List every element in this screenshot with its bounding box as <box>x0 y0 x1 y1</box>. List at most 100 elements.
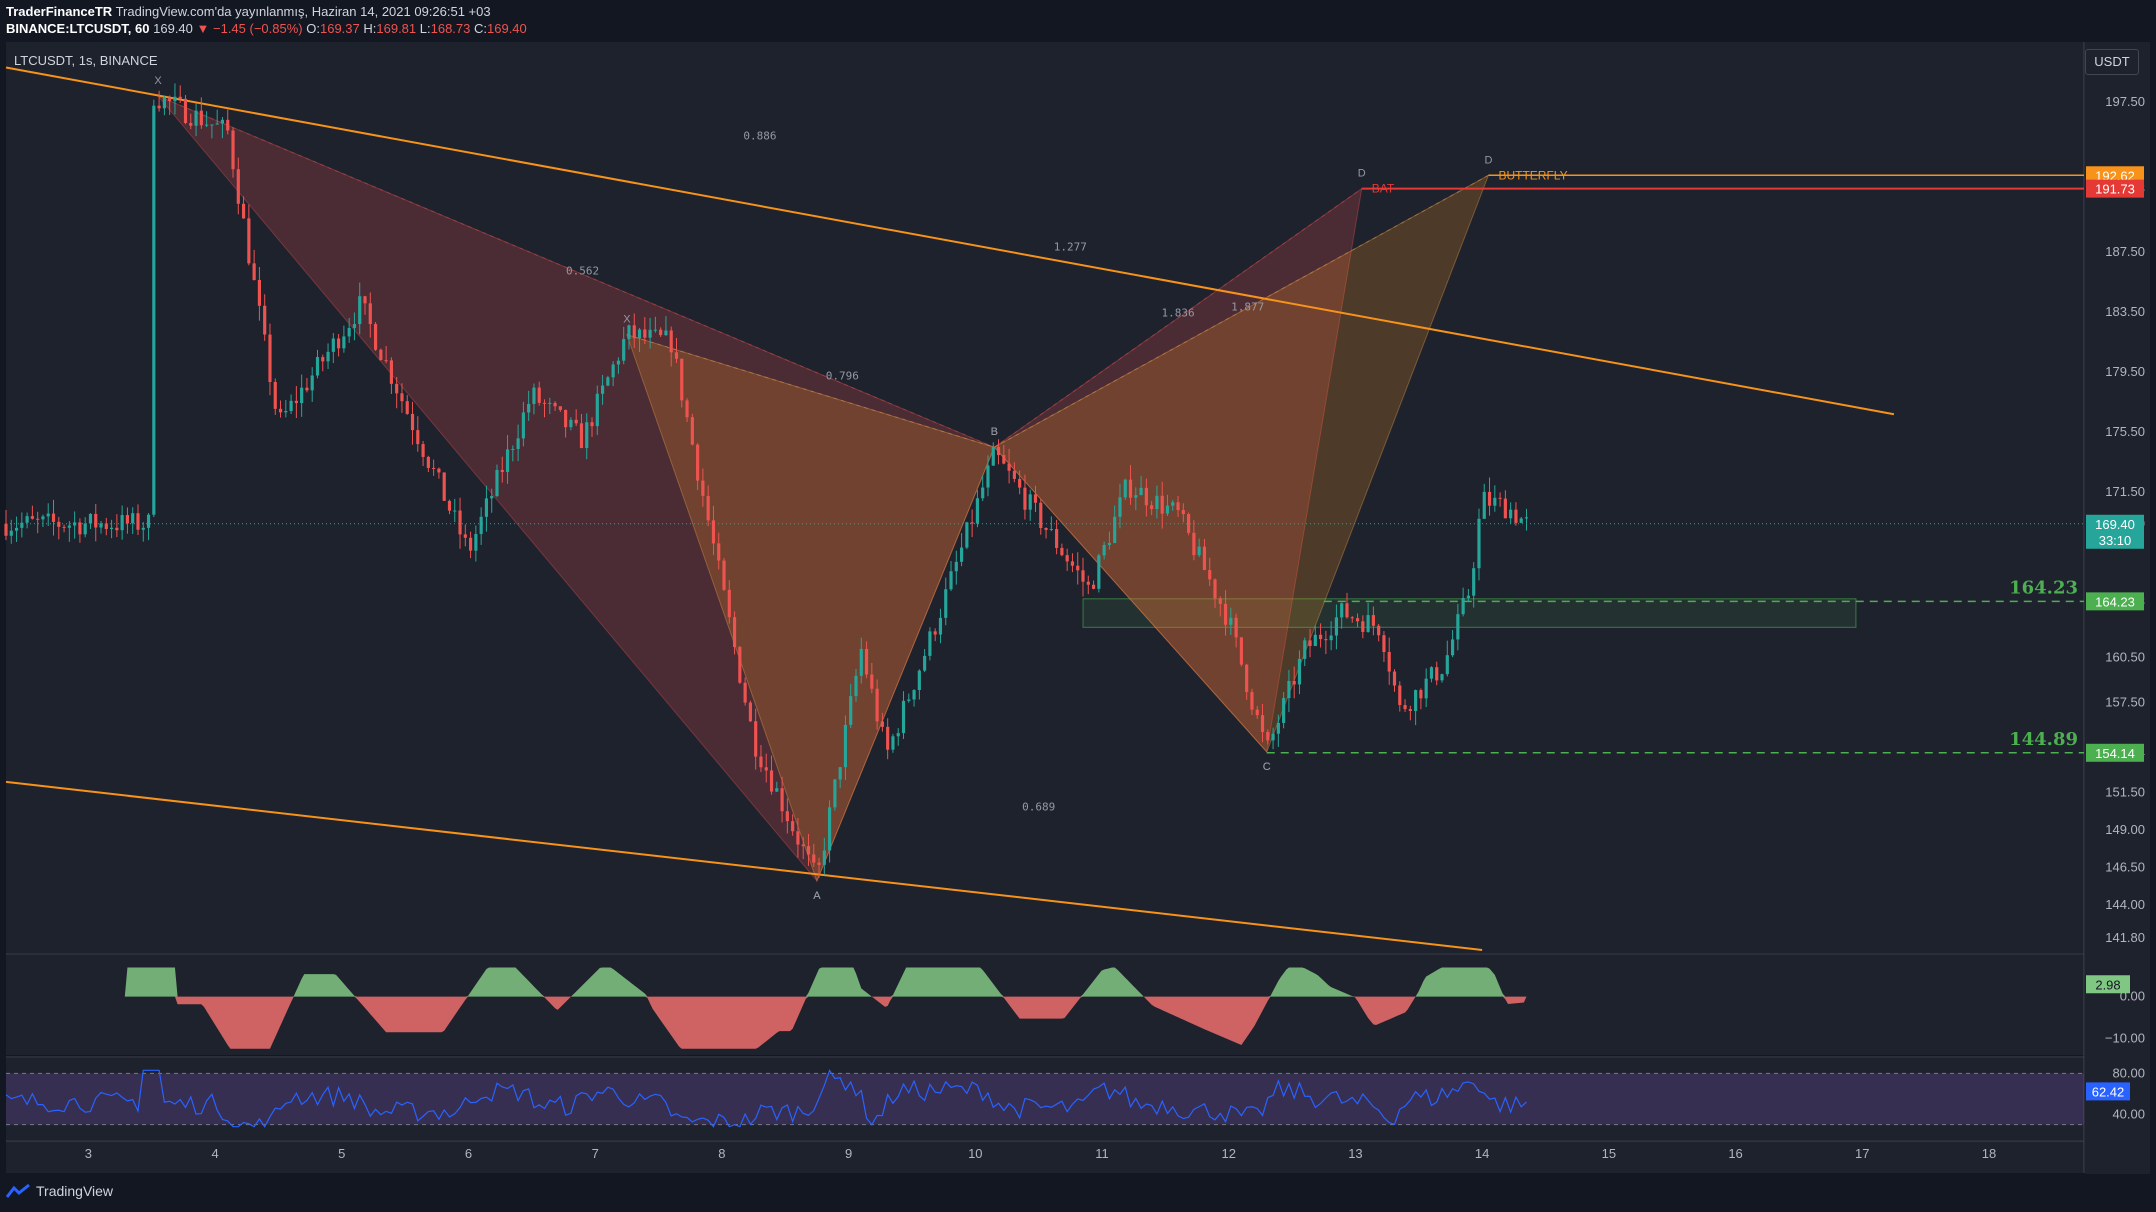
candle-body <box>822 850 826 865</box>
support-zone <box>1082 598 1857 628</box>
rsi-pane <box>6 1058 2084 1140</box>
candle-body <box>1408 709 1412 711</box>
publish-info: TraderFinanceTR TradingView.com'da yayın… <box>6 4 491 19</box>
candle-body <box>1065 555 1069 562</box>
candle-body <box>1514 509 1518 523</box>
candle-body <box>949 571 953 590</box>
y-tick-label: 146.50 <box>2105 859 2145 874</box>
candle-body <box>458 510 462 535</box>
candle-body <box>738 647 742 683</box>
pattern-point-label: B <box>991 426 998 438</box>
x-tick-label: 16 <box>1728 1146 1742 1161</box>
x-tick-label: 3 <box>85 1146 92 1161</box>
candle-body <box>1165 505 1170 514</box>
candle-body <box>30 516 34 519</box>
price-badge <box>2086 592 2144 611</box>
pattern-point-label: A <box>813 890 821 902</box>
candle-body <box>136 513 140 530</box>
candle-body <box>1297 658 1302 685</box>
harmonic-ratio-label: 0.562 <box>566 265 599 278</box>
candle-body <box>1223 603 1228 625</box>
candle-body <box>247 218 251 264</box>
harmonic-ratio-label: 0.689 <box>1022 800 1055 813</box>
x-tick-label: 6 <box>465 1146 472 1161</box>
candle-body <box>104 523 108 529</box>
high-value: 169.81 <box>376 21 417 36</box>
candle-body <box>954 561 958 572</box>
candle-body <box>579 423 584 448</box>
x-tick-label: 7 <box>592 1146 599 1161</box>
currency-button[interactable]: USDT <box>2085 49 2139 75</box>
candle-body <box>1456 614 1460 640</box>
candle-body <box>405 401 409 414</box>
candle-body <box>748 702 752 722</box>
candle-body <box>1134 495 1138 498</box>
price-badge <box>2086 514 2144 549</box>
publisher-name[interactable]: TraderFinanceTR <box>6 4 113 19</box>
candle-body <box>627 325 631 340</box>
candle-body <box>537 387 541 403</box>
candle-body <box>400 393 404 402</box>
candle-body <box>131 513 135 524</box>
candle-body <box>574 419 578 424</box>
candle-body <box>590 422 594 427</box>
candle-body <box>875 688 879 722</box>
candle-body <box>912 690 916 700</box>
candle-body <box>759 756 763 768</box>
candle-body <box>1340 603 1344 618</box>
symbol-name[interactable]: BINANCE:LTCUSDT, 60 <box>6 21 150 36</box>
last-price: 169.40 <box>153 21 193 36</box>
candle-body <box>669 330 673 353</box>
candle-body <box>775 788 779 792</box>
candle-body <box>1355 618 1360 622</box>
candles <box>4 83 1529 878</box>
pattern-point-label: B <box>991 426 998 438</box>
candle-body <box>1461 598 1465 615</box>
x-tick-label: 13 <box>1348 1146 1362 1161</box>
trendline <box>5 780 1483 951</box>
candle-body <box>1187 514 1191 533</box>
candle-body <box>379 349 383 361</box>
candle-body <box>426 456 430 468</box>
candle-body <box>1403 705 1407 710</box>
candle-body <box>1429 667 1434 679</box>
x-tick-label: 11 <box>1095 1146 1109 1161</box>
candle-body <box>991 446 995 466</box>
tradingview-logo[interactable]: TradingView <box>6 1183 113 1199</box>
candle-body <box>1213 579 1217 599</box>
candle-body <box>78 522 82 535</box>
candle-body <box>1524 517 1529 519</box>
candle-body <box>1208 569 1212 580</box>
candle-body <box>532 387 536 404</box>
candle-body <box>51 513 56 522</box>
harmonic-ratio-label: 1.877 <box>1231 301 1264 314</box>
level-label: 144.89 <box>2009 729 2078 750</box>
open-label: O: <box>306 21 320 36</box>
candle-body <box>1398 685 1402 706</box>
candle-body <box>933 631 937 635</box>
candle-body <box>358 296 362 325</box>
candle-body <box>674 352 679 359</box>
y-tick-label: 160.50 <box>2105 649 2145 664</box>
candle-body <box>717 543 721 561</box>
candle-body <box>1387 652 1391 672</box>
candle-body <box>474 534 478 551</box>
rsi-tick-label: 80.00 <box>2112 1065 2145 1080</box>
candle-body <box>1076 565 1080 571</box>
candle-body <box>1266 732 1270 741</box>
candle-body <box>1060 547 1064 556</box>
price-badge-label: 169.40 <box>2095 517 2135 532</box>
harmonic-ratio-label: 1.277 <box>1054 241 1087 254</box>
candle-body <box>938 617 943 635</box>
candle-body <box>1181 510 1185 515</box>
candle-body <box>548 402 552 404</box>
y-tick-label: 151.50 <box>2105 784 2145 799</box>
candle-body <box>1155 495 1159 510</box>
rsi-line <box>5 1069 1527 1128</box>
candle-body <box>1012 470 1016 479</box>
candle-body <box>384 360 388 362</box>
candle-body <box>1445 655 1449 675</box>
candle-body <box>321 357 325 362</box>
candle-body <box>57 521 61 527</box>
